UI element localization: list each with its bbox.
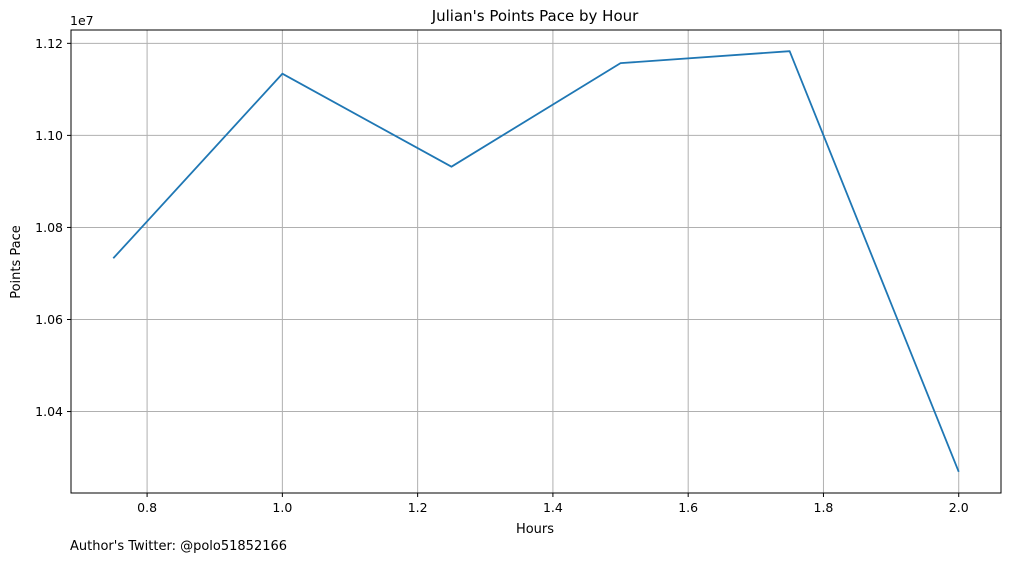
points-pace-line <box>112 50 960 473</box>
author-credit: Author's Twitter: @polo51852166 <box>70 539 287 554</box>
y-axis-ticks: 1.04 1.06 1.08 1.10 1.12 <box>35 36 71 419</box>
x-tick-label: 1.8 <box>814 500 834 515</box>
x-tick-label: 0.8 <box>137 500 157 515</box>
x-tick-label: 1.0 <box>272 500 292 515</box>
chart-title: Julian's Points Pace by Hour <box>431 7 639 25</box>
x-tick-label: 2.0 <box>949 500 969 515</box>
y-tick-label: 1.12 <box>35 36 63 51</box>
y-tick-label: 1.06 <box>35 312 63 327</box>
y-tick-label: 1.04 <box>35 404 63 419</box>
x-axis-label: Hours <box>516 522 554 537</box>
x-axis-ticks: 0.8 1.0 1.2 1.4 1.6 1.8 2.0 <box>137 493 969 515</box>
plot-area-frame <box>70 29 1002 494</box>
x-tick-label: 1.4 <box>543 500 563 515</box>
y-tick-label: 1.08 <box>35 220 63 235</box>
y-tick-label: 1.10 <box>35 128 63 143</box>
grid-lines <box>71 30 1001 493</box>
x-tick-label: 1.2 <box>408 500 428 515</box>
y-axis-offset-label: 1e7 <box>70 13 94 28</box>
x-tick-label: 1.6 <box>678 500 698 515</box>
y-axis-label: Points Pace <box>9 225 24 299</box>
